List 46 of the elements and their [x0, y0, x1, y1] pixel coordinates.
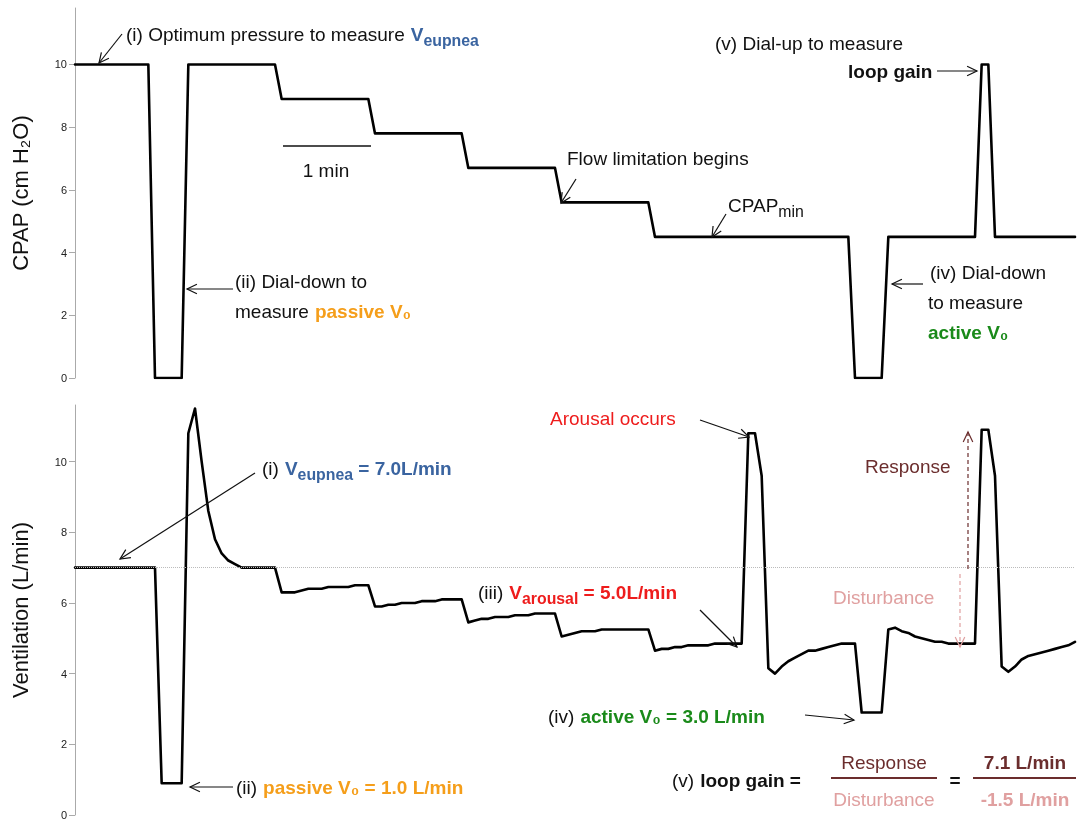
annotation: = — [949, 770, 961, 791]
annotation: to measure — [928, 292, 1024, 313]
y-tick-label: 4 — [60, 246, 67, 259]
annotation: active V₀ — [928, 322, 1009, 343]
annotation: Disturbance — [833, 789, 935, 810]
annotation: V$_{arousal}$ = 5.0L/min — [509, 582, 678, 607]
y-axis-title: CPAP (cm H₂O) — [7, 115, 33, 271]
line-series — [73, 63, 1077, 380]
annotation: V$_{eupnea}$ = 7.0L/min — [284, 458, 452, 483]
annotation: loop gain = — [700, 770, 801, 791]
annotation: Response — [841, 752, 927, 773]
y-tick-label: 0 — [60, 809, 67, 821]
y-tick-label: 8 — [60, 526, 67, 539]
y-tick-label: 0 — [60, 372, 67, 384]
annotation: (iii) — [478, 582, 504, 603]
annotation: (iv) Dial-down — [930, 262, 1047, 283]
annotation: Flow limitation begins — [567, 148, 749, 169]
annotation: Arousal occurs — [550, 408, 676, 429]
annotation: measure — [235, 301, 309, 322]
annotation: passive V₀ = 1.0 L/min — [263, 777, 464, 798]
annotation: (v) — [672, 770, 695, 791]
annotation: (ii) Dial-down to — [235, 271, 367, 292]
y-tick-label: 2 — [60, 309, 67, 322]
annotation: CPAP$_{min}$ — [728, 195, 804, 220]
annotation: (ii) — [236, 777, 258, 798]
annotation: (i) — [262, 458, 279, 479]
y-tick-label: 10 — [54, 455, 67, 468]
y-axis-title: Ventilation (L/min) — [7, 521, 33, 699]
annotation: 1 min — [302, 160, 350, 181]
annotation: passive V₀ — [314, 301, 412, 322]
annotation: Response — [865, 456, 951, 477]
y-tick-label: 8 — [60, 121, 67, 134]
annotation: -1.5 L/min — [980, 789, 1070, 810]
y-tick-label: 4 — [60, 667, 67, 680]
annotation: (iv) — [548, 706, 575, 727]
annotation: loop gain — [848, 61, 933, 82]
annotation: (v) Dial-up to measure — [715, 33, 903, 54]
y-tick-label: 6 — [60, 596, 67, 609]
y-tick-label: 10 — [54, 58, 67, 71]
annotation: active V₀ = 3.0 L/min — [580, 706, 765, 727]
annotation: V$_{eupnea}$ — [410, 24, 479, 49]
y-tick-label: 6 — [60, 183, 67, 196]
annotation: (i) Optimum pressure to measure — [126, 24, 405, 45]
annotation: Disturbance — [833, 587, 935, 608]
annotation: 7.1 L/min — [983, 752, 1067, 773]
y-tick-label: 2 — [60, 738, 67, 751]
